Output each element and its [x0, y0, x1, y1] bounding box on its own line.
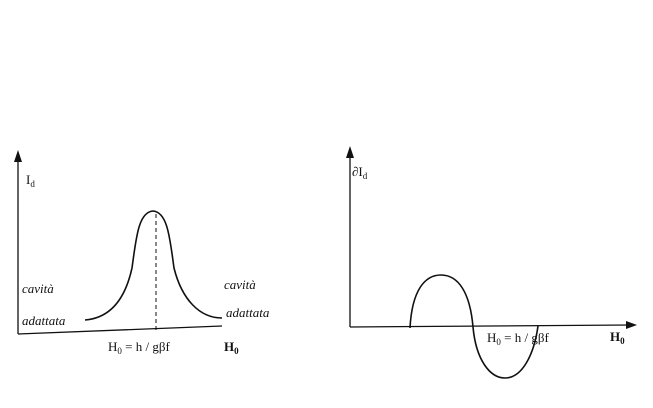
peak-label: H0 = h / gβf: [108, 339, 170, 356]
y-label: ∂Id: [352, 164, 368, 181]
x-axis: [17, 325, 223, 335]
text-part: I: [26, 172, 30, 187]
annotation: cavità: [224, 277, 256, 292]
text-part: d: [363, 171, 368, 181]
text-part: H: [610, 329, 620, 344]
text-part: = h / gβf: [122, 339, 171, 354]
text-part: 0: [234, 346, 239, 356]
text-part: d: [30, 179, 35, 189]
arrow: [14, 150, 22, 162]
zero-label: H0 = h / gβf: [487, 330, 549, 347]
text-part: H: [487, 330, 496, 345]
x-label: H0: [224, 339, 239, 356]
text-part: = h / gβf: [501, 330, 550, 345]
derivative-curve: [409, 274, 539, 379]
text-part: 0: [496, 337, 501, 347]
left-plot: Id cavità adattata cavità adattata H0 = …: [14, 150, 270, 356]
text-part: ∂I: [352, 164, 363, 179]
annotation: cavità: [22, 281, 54, 296]
text-part: 0: [117, 346, 122, 356]
x-axis: [349, 324, 631, 328]
absorption-curve: [84, 210, 223, 321]
y-label: Id: [26, 172, 35, 189]
arrow: [346, 146, 354, 158]
text-part: 0: [620, 336, 625, 346]
annotation: adattata: [226, 305, 270, 320]
arrow: [626, 321, 637, 329]
x-label: H0: [610, 329, 625, 346]
right-plot: ∂Id H0 = h / gβf H0: [346, 146, 637, 379]
text-part: H: [224, 339, 234, 354]
annotation: adattata: [22, 313, 66, 328]
text-part: H: [108, 339, 117, 354]
